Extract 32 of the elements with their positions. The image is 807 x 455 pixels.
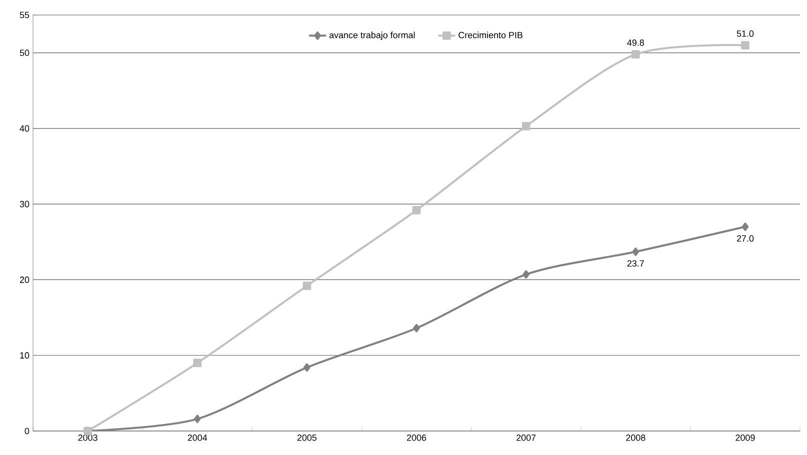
data-label: 23.7	[627, 260, 644, 267]
point	[194, 414, 201, 424]
point	[302, 282, 312, 290]
legend-label: avance trabajo formal	[329, 32, 415, 40]
y-tick-label: 55	[20, 12, 30, 18]
point	[412, 206, 421, 214]
point	[193, 358, 202, 368]
y-tick-label: 20	[20, 276, 30, 283]
point	[413, 324, 420, 332]
point	[522, 270, 530, 279]
point	[742, 222, 749, 231]
point	[304, 363, 310, 372]
point	[522, 122, 530, 130]
x-tick-label: 2005	[297, 434, 317, 441]
x-tick-label: 2009	[736, 434, 755, 441]
x-tick-label: 2003	[78, 434, 98, 441]
point	[631, 50, 640, 59]
data-label: 51.0	[736, 30, 754, 37]
x-tick-label: 2004	[188, 434, 208, 441]
data-label: 27.0	[736, 235, 754, 242]
x-tick-label: 2006	[406, 434, 426, 441]
point	[741, 41, 750, 50]
y-tick-label: 10	[20, 352, 30, 359]
x-tick-label: 2007	[516, 434, 536, 441]
data-label: 49.8	[627, 39, 644, 46]
y-tick-label: 40	[20, 125, 30, 132]
y-tick-label: 0	[24, 428, 30, 434]
point	[632, 248, 640, 256]
y-tick-label: 30	[20, 200, 30, 208]
x-tick-label: 2008	[626, 434, 646, 441]
legend-label: Crecimiento PIB	[458, 32, 522, 38]
y-tick-label: 50	[20, 50, 30, 56]
